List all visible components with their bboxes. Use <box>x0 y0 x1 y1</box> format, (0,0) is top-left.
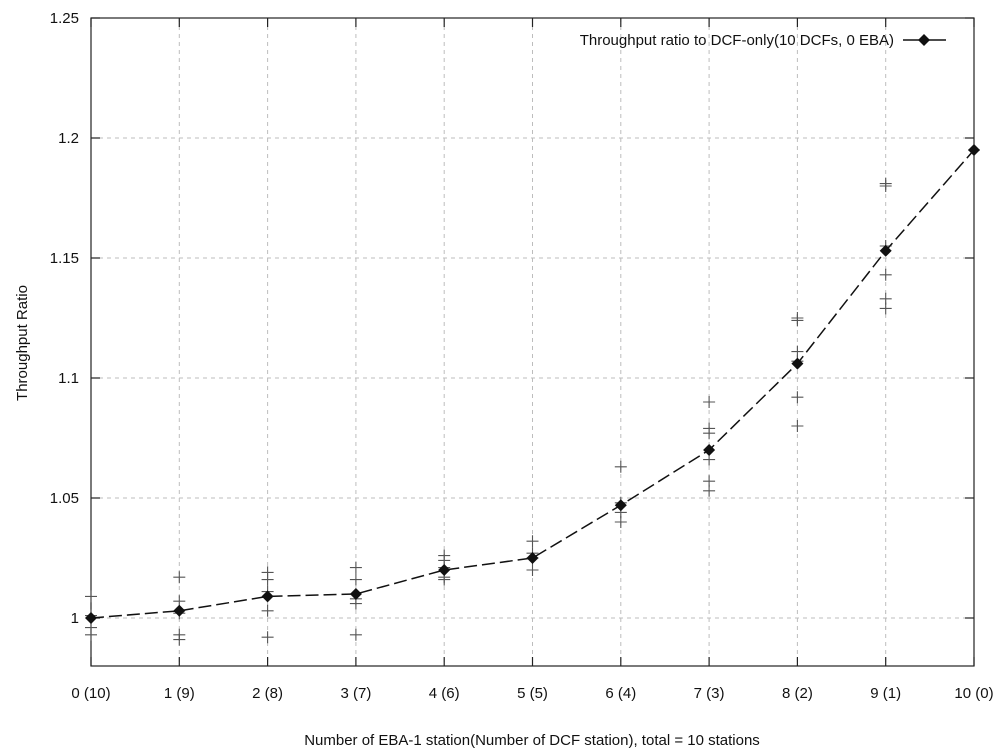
y-tick-label: 1.2 <box>58 130 79 147</box>
sample-plus-marker <box>349 561 362 574</box>
sample-plus-marker <box>614 460 627 473</box>
y-axis-title: Throughput Ratio <box>14 285 31 401</box>
sample-plus-marker <box>526 564 539 576</box>
series-layer <box>85 144 980 624</box>
x-tick-label: 5 (5) <box>517 685 548 702</box>
sample-plus-marker <box>703 396 716 408</box>
sample-plus-marker <box>879 177 892 190</box>
sample-plus-marker <box>349 628 362 641</box>
x-tick-label: 3 (7) <box>340 685 371 702</box>
x-tick-label: 10 (0) <box>954 685 993 702</box>
sample-plus-marker <box>879 292 892 305</box>
y-tick-label: 1.1 <box>58 370 79 387</box>
x-tick-label: 9 (1) <box>870 685 901 702</box>
sample-plus-marker <box>438 549 451 562</box>
y-tick-label: 1.15 <box>50 250 79 267</box>
series-point-diamond <box>791 357 804 370</box>
sample-plus-marker <box>791 391 804 404</box>
sample-plus-marker <box>791 345 804 358</box>
sample-plus-marker <box>85 590 97 603</box>
series-point-diamond <box>614 499 627 512</box>
series-point-diamond <box>703 444 716 456</box>
series-point-diamond <box>85 612 97 624</box>
sample-plus-marker <box>526 535 539 548</box>
x-tick-label: 7 (3) <box>694 685 725 702</box>
sample-plus-marker <box>261 566 274 579</box>
x-tick-labels: 0 (10) 1 (9) 2 (8) 3 (7) 4 (6) 5 (5) 6 (4) 7 (3… <box>71 685 993 702</box>
series-point-diamond <box>261 590 274 603</box>
grid-lines <box>91 18 974 666</box>
legend-marker-diamond <box>918 34 930 46</box>
x-tick-label: 0 (10) <box>71 685 110 702</box>
sample-plus-marker <box>349 573 362 586</box>
sample-plus-marker <box>173 571 186 584</box>
series-point-diamond <box>879 244 892 257</box>
x-tick-label: 8 (2) <box>782 685 813 702</box>
y-tick-labels: 1 1.05 1.1 1.15 1.2 1.25 <box>50 10 79 627</box>
sample-plus-marker <box>173 628 186 641</box>
series-point-diamond <box>438 564 451 576</box>
legend: Throughput ratio to DCF-only(10 DCFs, 0 … <box>580 32 946 49</box>
sample-plus-marker <box>791 312 804 324</box>
series-point-diamond <box>968 144 980 156</box>
y-tick-label: 1.25 <box>50 10 79 27</box>
sample-plus-marker <box>261 631 274 644</box>
x-axis-title: Number of EBA-1 station(Number of DCF st… <box>304 732 760 749</box>
sample-plus-marker <box>261 604 274 617</box>
series-line <box>90 149 975 619</box>
x-tick-label: 1 (9) <box>164 685 195 702</box>
y-tick-label: 1.05 <box>50 490 79 507</box>
y-tick-label: 1 <box>71 610 79 627</box>
x-tick-label: 4 (6) <box>429 685 460 702</box>
sample-plus-marker <box>791 420 804 432</box>
series-point-diamond <box>526 552 539 564</box>
sample-plus-marker <box>703 422 716 435</box>
x-tick-label: 6 (4) <box>605 685 636 702</box>
sample-plus-marker <box>703 475 716 488</box>
legend-label: Throughput ratio to DCF-only(10 DCFs, 0 … <box>580 32 894 49</box>
series-point-diamond <box>349 588 362 600</box>
sample-plus-marker <box>879 268 892 281</box>
series-point-diamond <box>173 604 186 617</box>
x-tick-label: 2 (8) <box>252 685 283 702</box>
